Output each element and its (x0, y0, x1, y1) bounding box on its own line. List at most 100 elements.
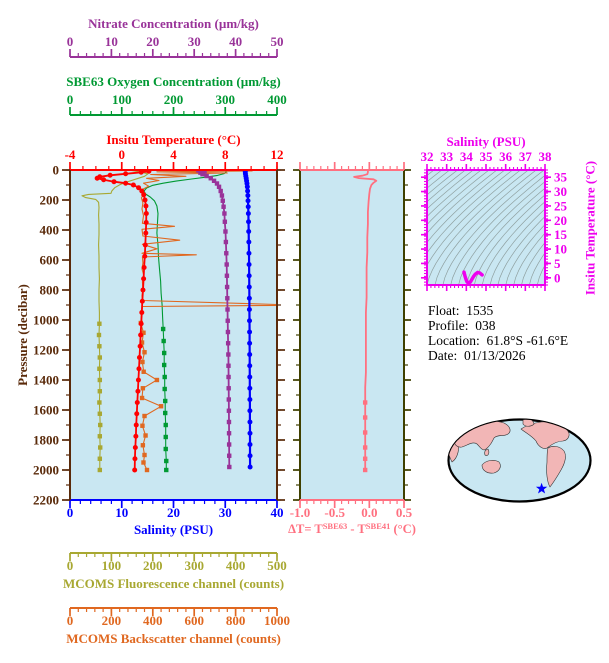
tick-label: 40 (271, 505, 284, 520)
tick-label: 1200 (33, 343, 59, 358)
info-profile: Profile: 038 (428, 318, 496, 333)
tick-label: 0.0 (361, 505, 377, 520)
delta-t-plot: -1.0 -0.5 0.0 0.5 (290, 162, 413, 520)
temperature-axis-title: Insitu Temperature (°C) (106, 132, 241, 147)
tick-label: 38 (539, 149, 553, 164)
series-fluorescence (96, 321, 103, 473)
tick-label: 10 (554, 242, 567, 257)
tick-label: 100 (102, 558, 122, 573)
tick-label: 32 (421, 149, 434, 164)
ts-plot-area (427, 170, 545, 285)
tick-label: 2000 (33, 463, 59, 478)
ts-density-contours (427, 170, 545, 285)
tick-label: -0.5 (324, 505, 345, 520)
temperature-axis: -4 0 4 8 12 (65, 147, 284, 171)
tick-label: 800 (226, 613, 246, 628)
series-salinity (242, 170, 253, 470)
tick-label: 300 (216, 92, 236, 107)
tick-label: 100 (112, 92, 132, 107)
tick-label: 0.5 (396, 505, 413, 520)
tick-label: 400 (267, 92, 287, 107)
tick-label: 400 (226, 558, 246, 573)
series-delta-t (353, 170, 378, 473)
delta-sup1: SBE63 (322, 521, 348, 531)
tick-label: 10 (115, 505, 128, 520)
tick-label: 0 (53, 163, 60, 178)
tick-label: 0 (67, 92, 74, 107)
tick-label: 600 (184, 613, 204, 628)
oxygen-axis-title: SBE63 Oxygen Concentration (µm/kg) (66, 74, 281, 89)
info-float: Float: 1535 (428, 303, 494, 318)
tick-label: 30 (554, 184, 567, 199)
series-ts-profile (462, 270, 484, 285)
tick-label: 800 (40, 283, 60, 298)
tick-label: 2200 (33, 493, 59, 508)
tick-label: 1000 (264, 613, 290, 628)
fluorescence-axis: 0 100 200 300 400 500 (67, 552, 287, 573)
main-plot-area (70, 170, 277, 500)
tick-label: 36 (499, 149, 513, 164)
tick-label: 500 (267, 558, 287, 573)
tick-label: 25 (554, 198, 568, 213)
tick-label: 0 (67, 34, 74, 49)
tick-label: 35 (554, 170, 568, 185)
main-profile-plot (81, 170, 277, 473)
series-nitrate (196, 170, 232, 470)
tick-label: 300 (184, 558, 204, 573)
tick-label: -4 (65, 147, 76, 162)
delta-suffix: (°C) (390, 522, 416, 536)
delta-t-axis-title: ΔT= TSBE63 - TSBE41 (°C) (281, 521, 423, 537)
tick-label: 12 (271, 147, 284, 162)
delta-mid: - T (347, 522, 366, 536)
pressure-axis-title: Pressure (decibar) (15, 284, 30, 386)
backscatter-axis-title: MCOMS Backscatter channel (counts) (66, 631, 281, 646)
tick-label: 0 (119, 147, 126, 162)
delta-sup2: SBE41 (365, 521, 391, 531)
ts-salinity-axis-title: Salinity (PSU) (446, 134, 526, 149)
world-map (447, 418, 592, 503)
tick-label: 40 (229, 34, 242, 49)
series-temperature (94, 170, 152, 473)
tick-label: 0 (67, 558, 74, 573)
info-date: Date: 01/13/2026 (428, 348, 526, 363)
tick-label: 33 (440, 149, 454, 164)
tick-label: 200 (164, 92, 184, 107)
tick-label: 200 (40, 193, 60, 208)
ts-temperature-axis-title: Insitu Temperature (°C) (582, 160, 598, 296)
tick-label: 1800 (33, 433, 59, 448)
tick-label: 30 (219, 505, 232, 520)
fluorescence-axis-title: MCOMS Fluorescence channel (counts) (62, 576, 285, 591)
tick-label: 20 (554, 213, 567, 228)
tick-label: 37 (519, 149, 533, 164)
tick-label: 1000 (33, 313, 59, 328)
tick-label: 50 (271, 34, 284, 49)
tick-label: 400 (40, 223, 60, 238)
tick-label: 600 (40, 253, 60, 268)
tick-label: -1.0 (290, 505, 311, 520)
tick-label: 400 (143, 613, 163, 628)
tick-label: 20 (146, 34, 159, 49)
tick-label: 8 (222, 147, 229, 162)
delta-prefix: ΔT= T (288, 522, 323, 536)
tick-label: 5 (554, 256, 561, 271)
info-location: Location: 61.8°S -61.6°E (428, 333, 569, 348)
series-backscatter (138, 320, 164, 473)
tick-label: 1600 (33, 403, 59, 418)
tick-label: 0 (554, 270, 561, 285)
tick-label: 35 (480, 149, 494, 164)
nitrate-axis: 0 10 20 30 40 50 (67, 34, 284, 58)
nitrate-axis-title: Nitrate Concentration (µm/kg) (88, 16, 259, 31)
tick-label: 34 (460, 149, 474, 164)
tick-label: 200 (143, 558, 163, 573)
tick-label: 1400 (33, 373, 59, 388)
backscatter-axis: 0 200 400 600 800 1000 (67, 607, 290, 628)
tick-label: 4 (170, 147, 177, 162)
oxygen-axis: 0 100 200 300 400 (67, 92, 287, 116)
tick-label: 0 (67, 505, 74, 520)
series-oxygen (160, 326, 169, 473)
tick-label: 10 (105, 34, 118, 49)
float-location-star-icon (535, 482, 548, 494)
salinity-axis-title: Salinity (PSU) (133, 522, 214, 537)
